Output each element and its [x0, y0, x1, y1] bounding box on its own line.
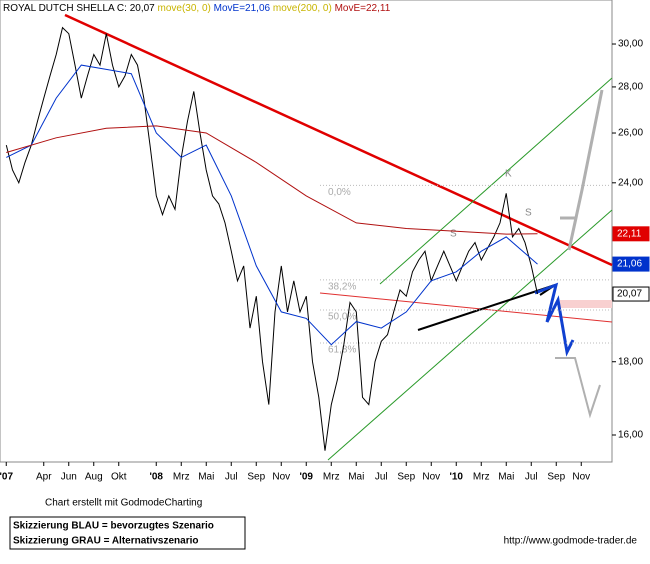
x-tick-label: Jul [525, 472, 538, 483]
legend-entry: ROYAL DUTCH SHELLA C: 20,07 [3, 3, 155, 14]
series-line [6, 64, 538, 346]
series-line [5, 26, 538, 451]
x-tick-label: Aug [85, 472, 103, 483]
legend-value: MovE=21,06 [214, 3, 271, 14]
x-tick-label: Mrz [473, 472, 490, 483]
price-tag [612, 256, 650, 272]
credit: Chart erstellt mit GodmodeCharting [45, 498, 202, 509]
scenario-blue [534, 282, 575, 357]
note: Skizzierung BLAU = bevorzugtes Szenario [13, 521, 214, 532]
y-tick-label: 28,00 [618, 82, 643, 93]
channel-lower [327, 209, 613, 461]
legend-value: MovE=22,11 [335, 3, 391, 14]
scenario-gray-down [555, 357, 601, 419]
legend-entry: move(200, 0) [273, 3, 332, 14]
scenario-gray-up [560, 89, 604, 251]
y-tick-label: 30,00 [618, 39, 643, 50]
x-tick-label: Mai [498, 472, 514, 483]
x-tick-label: Nov [272, 472, 290, 483]
fib-label: 50,0% [328, 312, 356, 323]
fib-label: 61,8% [328, 345, 356, 356]
pattern-label: S [450, 229, 457, 240]
legend: ROYAL DUTCH SHELLA C: 20,07 move(30, 0) … [3, 3, 391, 14]
x-tick-label: Sep [397, 472, 415, 483]
drawings [64, 13, 613, 461]
notes-box [9, 516, 246, 550]
x-tick-label: Nov [422, 472, 440, 483]
channel-upper [379, 77, 613, 285]
fib-label: 0,0% [328, 187, 351, 198]
series-line [6, 125, 538, 235]
url: http://www.godmode-trader.de [504, 536, 638, 547]
x-tick-label: Jun [61, 472, 77, 483]
price-tag [612, 286, 650, 302]
pattern-label: S [525, 208, 532, 219]
x-tick-label: Mrz [323, 472, 340, 483]
x-tick-label: Mai [348, 472, 364, 483]
y-tick-label: 16,00 [618, 430, 643, 441]
support-line [319, 292, 613, 323]
y-tick-label: 24,00 [618, 177, 643, 188]
price-tag-label: 21,06 [617, 259, 642, 270]
x-tick-label: '07 [0, 472, 13, 483]
x-tick-label: '09 [299, 472, 313, 483]
x-tick-label: Apr [36, 472, 52, 483]
note: Skizzierung GRAU = Alternativszenario [13, 536, 199, 547]
x-tick-label: Jul [375, 472, 388, 483]
x-tick-label: Sep [547, 472, 565, 483]
fib-label: 38,2% [328, 282, 356, 293]
x-tick-label: Sep [247, 472, 265, 483]
x-tick-label: Nov [572, 472, 590, 483]
x-tick-label: Mrz [173, 472, 190, 483]
x-tick-label: Jul [225, 472, 238, 483]
price-tag-label: 22,11 [617, 228, 642, 239]
price-tag [612, 226, 650, 242]
x-tick-label: '08 [149, 472, 163, 483]
pattern-label: K [505, 169, 512, 180]
x-tick-label: Mai [198, 472, 214, 483]
plot-frame [0, 0, 613, 463]
price-tag-label: 20,07 [617, 289, 642, 300]
downtrend-line [64, 13, 613, 267]
x-tick-label: Okt [111, 472, 127, 483]
y-tick-label: 18,00 [618, 356, 643, 367]
support-zone [560, 300, 612, 308]
legend-entry: move(30, 0) [158, 3, 211, 14]
y-tick-label: 26,00 [618, 128, 643, 139]
x-tick-label: '10 [449, 472, 463, 483]
